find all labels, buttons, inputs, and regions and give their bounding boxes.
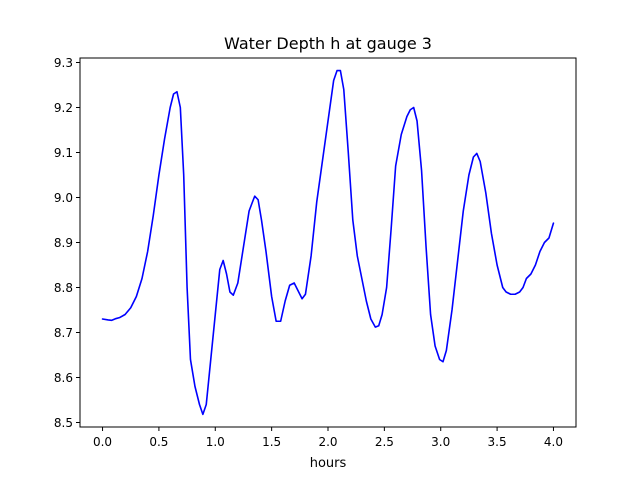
series-line [101,69,555,416]
plot-area-frame [79,57,577,428]
x-tick-label: 2.5 [375,435,394,449]
x-tick-label: 0.0 [93,435,112,449]
x-tick-label: 0.5 [149,435,168,449]
x-tick-label: 3.0 [431,435,450,449]
y-tick-label: 9.0 [54,191,73,205]
y-tick-label: 9.2 [54,101,73,115]
x-tick-label: 1.0 [206,435,225,449]
x-tick-label: 2.0 [318,435,337,449]
y-tick-label: 8.9 [54,236,73,250]
y-axis-ticks: 8.5 8.6 8.7 8.8 8.9 9.0 9.1 9.2 9.3 [54,56,80,430]
x-tick-label: 3.5 [488,435,507,449]
x-tick-label: 4.0 [544,435,563,449]
x-axis-label: hours [310,456,347,471]
chart-title: Water Depth h at gauge 3 [224,34,432,53]
y-tick-label: 8.6 [54,371,73,385]
y-tick-label: 8.8 [54,281,73,295]
y-tick-label: 8.5 [54,416,73,430]
x-axis-ticks: 0.0 0.5 1.0 1.5 2.0 2.5 3.0 3.5 4.0 [93,427,563,449]
series-layer [101,69,555,416]
y-tick-label: 9.3 [54,56,73,70]
y-tick-label: 9.1 [54,146,73,160]
y-tick-label: 8.7 [54,326,73,340]
x-tick-label: 1.5 [262,435,281,449]
